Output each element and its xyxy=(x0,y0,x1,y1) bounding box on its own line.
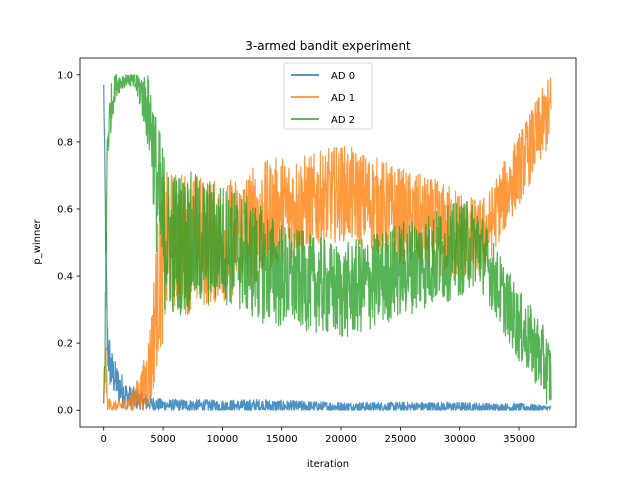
y-tick-label: 0.6 xyxy=(57,204,73,215)
series-line-ad-2 xyxy=(103,74,552,405)
legend-label-ad-2: AD 2 xyxy=(331,115,355,126)
legend-box xyxy=(283,62,373,130)
legend-label-ad-1: AD 1 xyxy=(331,93,355,104)
series-layer xyxy=(103,74,552,411)
x-tick-label: 10000 xyxy=(206,434,238,445)
x-tick-label: 30000 xyxy=(444,434,476,445)
x-tick-label: 35000 xyxy=(503,434,535,445)
chart-title: 3-armed bandit experiment xyxy=(245,39,411,53)
axes-frame xyxy=(79,57,577,428)
x-axis: 0 5000 10000 15000 20000 25000 30000 35000 xyxy=(101,427,535,445)
x-tick-label: 15000 xyxy=(266,434,298,445)
y-axis-label: p_winner xyxy=(32,218,43,264)
legend-label-ad-0: AD 0 xyxy=(331,71,355,82)
y-tick-label: 0.0 xyxy=(57,406,73,417)
series-line-ad-0 xyxy=(103,84,552,411)
x-axis-label: iteration xyxy=(307,459,349,470)
y-tick-label: 0.2 xyxy=(57,339,73,350)
y-tick-label: 0.8 xyxy=(57,137,73,148)
x-tick-label: 0 xyxy=(101,434,107,445)
x-tick-label: 20000 xyxy=(325,434,357,445)
y-axis: 0.0 0.2 0.4 0.6 0.8 1.0 xyxy=(57,70,80,417)
y-tick-label: 1.0 xyxy=(57,70,73,81)
x-tick-label: 25000 xyxy=(384,434,416,445)
y-tick-label: 0.4 xyxy=(57,272,73,283)
legend: AD 0 AD 1 AD 2 xyxy=(283,62,373,130)
x-tick-label: 5000 xyxy=(150,434,175,445)
